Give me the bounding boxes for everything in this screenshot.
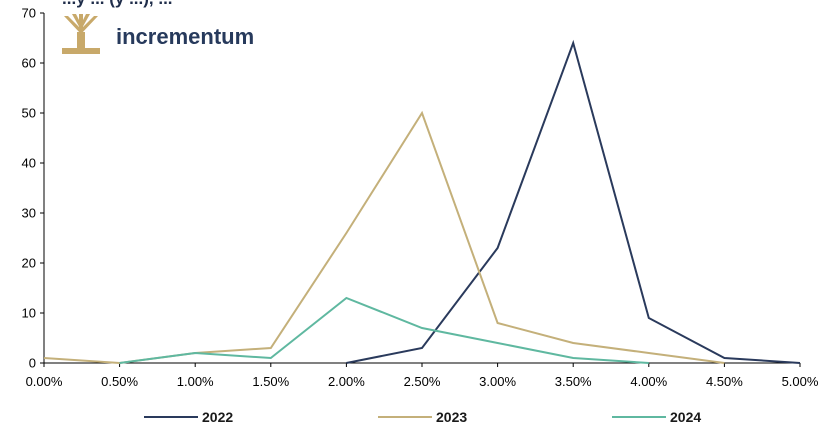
y-tick-label: 40 bbox=[22, 156, 36, 171]
logo-text: incrementum bbox=[116, 24, 254, 49]
x-tick-label: 4.50% bbox=[706, 374, 743, 389]
series-line-2023 bbox=[43, 110, 725, 365]
logo: incrementum bbox=[62, 14, 254, 54]
x-tick-label: 1.50% bbox=[252, 374, 289, 389]
y-tick-labels: 0 10 20 30 40 50 60 70 bbox=[22, 6, 44, 371]
y-tick-label: 70 bbox=[22, 6, 36, 21]
x-tick-label: 0.00% bbox=[26, 374, 63, 389]
legend-label-2023: 2023 bbox=[436, 409, 467, 425]
x-tick-label: 3.50% bbox=[555, 374, 592, 389]
tree-logo-icon bbox=[62, 14, 100, 54]
series-line-2024 bbox=[119, 296, 649, 364]
x-tick-label: 1.00% bbox=[177, 374, 214, 389]
x-tick-label: 2.00% bbox=[328, 374, 365, 389]
legend-label-2024: 2024 bbox=[670, 409, 701, 425]
x-tick-label: 0.50% bbox=[101, 374, 138, 389]
x-tick-label: 4.00% bbox=[630, 374, 667, 389]
x-tick-label: 2.50% bbox=[404, 374, 441, 389]
y-tick-label: 30 bbox=[22, 206, 36, 221]
y-tick-label: 0 bbox=[29, 356, 36, 371]
x-tick-label: 5.00% bbox=[782, 374, 819, 389]
y-tick-label: 50 bbox=[22, 106, 36, 121]
series-line-2022 bbox=[346, 39, 801, 364]
y-tick-label: 60 bbox=[22, 56, 36, 71]
y-tick-label: 10 bbox=[22, 306, 36, 321]
x-tick-labels: 0.00% 0.50% 1.00% 1.50% 2.00% 2.50% 3.00% 3.50%… bbox=[26, 363, 819, 389]
y-tick-label: 20 bbox=[22, 256, 36, 271]
chart-title: ...y ... (y ...), ... bbox=[62, 0, 173, 8]
legend-label-2022: 2022 bbox=[202, 409, 233, 425]
x-tick-label: 3.00% bbox=[479, 374, 516, 389]
legend: 2022 2023 2024 bbox=[144, 409, 701, 425]
axes bbox=[43, 13, 800, 364]
series-lines bbox=[43, 39, 801, 365]
